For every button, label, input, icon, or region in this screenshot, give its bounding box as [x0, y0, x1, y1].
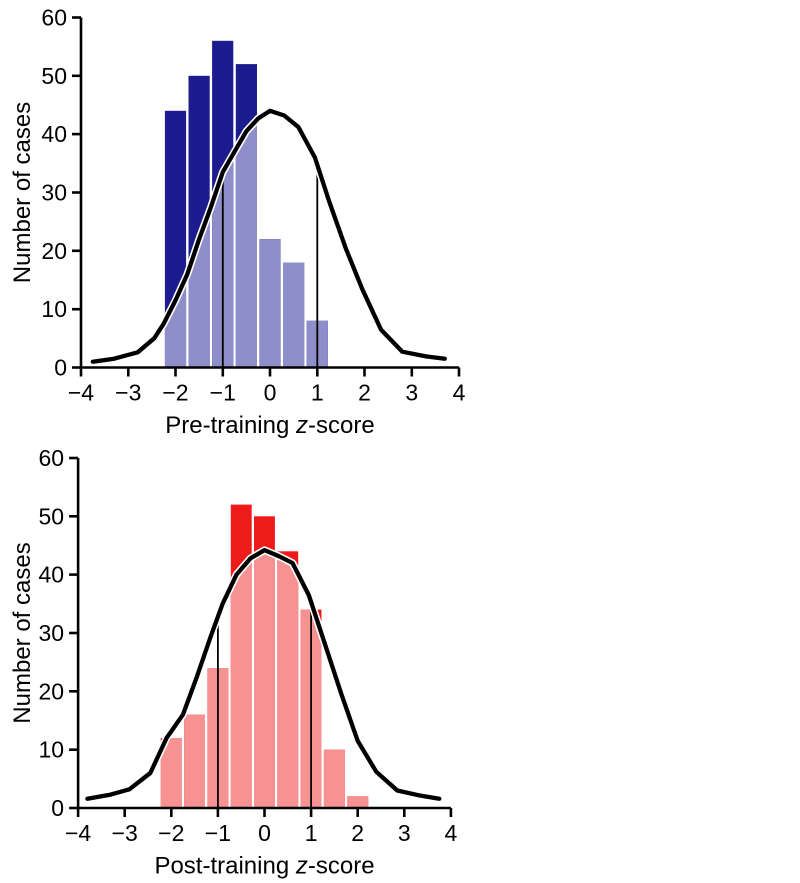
x-tick-label: −2 — [158, 820, 184, 846]
x-tick-label: −4 — [68, 380, 94, 406]
x-tick-labels: −4 −3 −2 −1 0 1 2 3 4 — [68, 380, 466, 406]
x-tick-label: 0 — [264, 380, 277, 406]
y-axis-label: Number of cases — [9, 542, 36, 723]
x-tick-label: −4 — [65, 820, 91, 846]
x-tick-label: −3 — [112, 820, 138, 846]
x-tick-labels: −4 −3 −2 −1 0 1 2 3 4 — [65, 820, 458, 846]
y-tick-label: 50 — [39, 503, 65, 529]
normal-curve — [85, 547, 442, 801]
normal-curve — [90, 108, 447, 364]
y-tick-label: 0 — [51, 795, 64, 821]
x-tick-label: 3 — [398, 820, 411, 846]
y-tick-label: 30 — [41, 180, 67, 206]
x-tick-label: 4 — [453, 380, 466, 406]
y-tick-label: 20 — [41, 238, 67, 264]
y-tick-label: 40 — [41, 121, 67, 147]
x-axis-label: Pre-training z-score — [165, 412, 374, 439]
x-tick-label: 1 — [311, 380, 324, 406]
x-tick-label: 1 — [305, 820, 318, 846]
x-axis-label: Post-training z-score — [154, 853, 374, 880]
y-tick-label: 60 — [41, 5, 67, 31]
x-tick-label: 0 — [258, 820, 271, 846]
y-tick-label: 40 — [39, 562, 65, 588]
y-tick-label: 50 — [41, 63, 67, 89]
y-tick-label: 30 — [39, 620, 65, 646]
x-tick-label: −2 — [162, 380, 188, 406]
y-tick-labels: 0 10 20 30 40 50 60 — [41, 5, 67, 381]
y-tick-label: 10 — [41, 296, 67, 322]
x-tick-label: −3 — [115, 380, 141, 406]
x-tick-label: 2 — [351, 820, 364, 846]
under-curve-fill — [160, 550, 369, 808]
y-tick-label: 60 — [39, 445, 65, 471]
y-tick-label: 10 — [39, 737, 65, 763]
axes — [72, 16, 461, 377]
axes — [69, 456, 453, 817]
x-tick-label: 2 — [358, 380, 371, 406]
x-tick-label: −1 — [210, 380, 236, 406]
x-tick-label: 4 — [445, 820, 458, 846]
y-tick-labels: 0 10 20 30 40 50 60 — [39, 445, 65, 821]
y-axis-label: Number of cases — [9, 102, 36, 283]
y-tick-label: 0 — [54, 355, 67, 381]
post-training-histogram-chart: −4 −3 −2 −1 0 1 2 3 40102030405060Post-training … — [9, 445, 458, 880]
y-tick-label: 20 — [39, 678, 65, 704]
x-tick-label: −1 — [205, 820, 231, 846]
under-curve-fill — [164, 110, 328, 368]
x-tick-label: 3 — [405, 380, 418, 406]
